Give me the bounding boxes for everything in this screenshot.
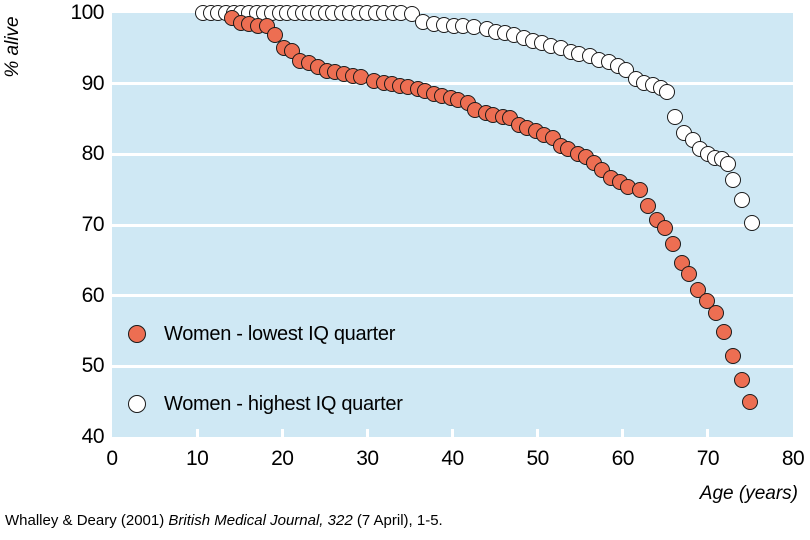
x-tick-mark	[365, 429, 369, 437]
x-tick-label: 80	[781, 447, 805, 470]
data-point	[742, 393, 759, 410]
data-point	[631, 181, 648, 198]
x-tick-label: 70	[696, 447, 720, 470]
x-tick-mark	[621, 429, 625, 437]
data-point	[266, 26, 283, 43]
x-tick-label: 60	[611, 447, 635, 470]
citation-journal: British Medical Journal, 322	[168, 512, 353, 529]
data-point	[725, 347, 742, 364]
data-point	[733, 371, 750, 388]
y-tick-label: 40	[81, 425, 105, 448]
x-tick-label: 0	[106, 447, 118, 470]
x-tick-label: 30	[356, 447, 379, 470]
citation-issue: (7 April), 1-5.	[352, 512, 443, 529]
data-point	[640, 197, 657, 214]
data-point	[720, 156, 737, 173]
data-point	[744, 214, 761, 231]
gridline	[112, 223, 793, 227]
x-tick-label: 10	[185, 447, 209, 470]
x-tick-mark	[451, 429, 454, 437]
data-point	[716, 323, 733, 340]
y-tick-label: 50	[81, 354, 105, 378]
gridline	[112, 294, 793, 298]
data-point	[699, 293, 716, 310]
legend-label: Women - lowest IQ quarter	[164, 323, 396, 345]
y-tick-label: 80	[81, 142, 105, 166]
x-tick-label: 40	[441, 447, 464, 470]
citation-authors: Whalley & Deary (2001)	[5, 512, 169, 529]
source-citation: Whalley & Deary (2001) British Medical J…	[5, 512, 443, 529]
data-point	[725, 171, 742, 188]
gridline	[112, 152, 793, 156]
data-point	[708, 305, 725, 322]
data-point	[666, 108, 683, 125]
legend-marker-circle-icon	[128, 395, 146, 413]
x-tick-label: 20	[271, 447, 294, 470]
x-axis-title: Age (years)	[699, 483, 798, 504]
data-point	[659, 84, 675, 101]
x-tick-mark	[536, 429, 540, 437]
x-tick-mark	[280, 429, 284, 437]
legend-label: Women - highest IQ quarter	[164, 393, 403, 415]
y-tick-label: 100	[70, 1, 104, 24]
y-tick-label: 60	[81, 283, 105, 307]
data-point	[664, 236, 681, 253]
gridline	[112, 82, 793, 86]
y-tick-label: 90	[81, 71, 105, 95]
gridline	[112, 364, 793, 368]
x-tick-label: 50	[526, 447, 549, 470]
data-point	[657, 219, 674, 236]
y-tick-label: 70	[81, 213, 105, 236]
plot-area	[112, 5, 793, 437]
legend-marker-circle-icon	[128, 325, 146, 343]
x-tick-mark	[706, 429, 710, 437]
x-tick-mark	[195, 429, 199, 437]
data-point	[733, 191, 750, 208]
data-point	[681, 265, 698, 282]
